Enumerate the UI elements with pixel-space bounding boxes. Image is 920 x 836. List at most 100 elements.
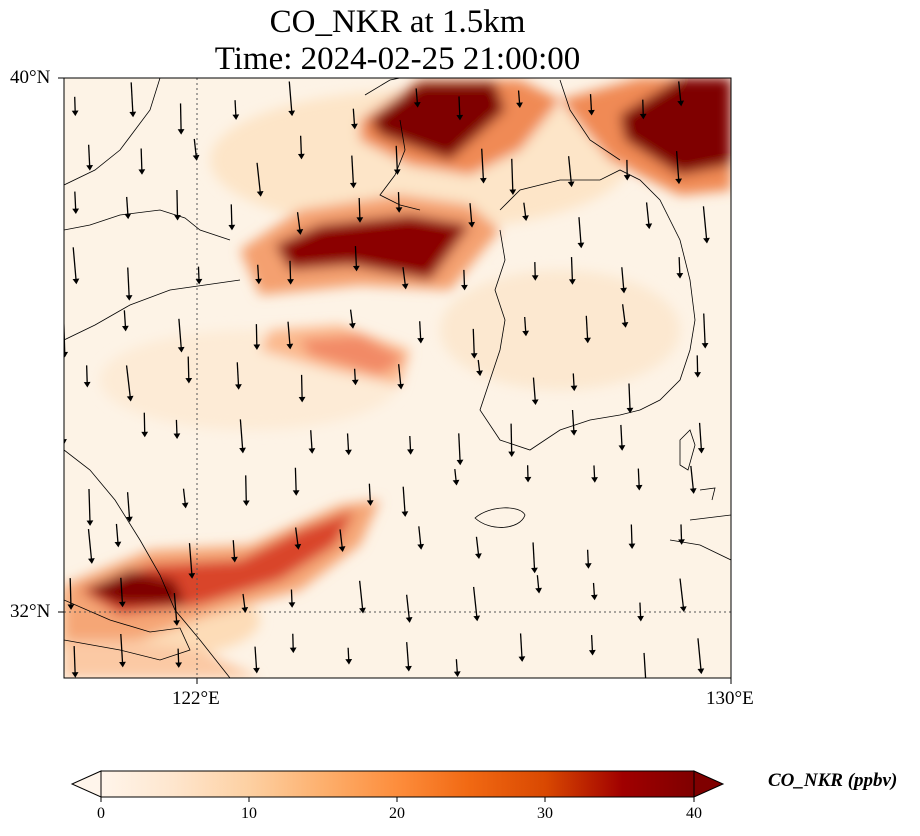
wind-arrow-shaft [570, 257, 574, 280]
wind-arrow-shaft [236, 362, 240, 385]
wind-arrow-shaft [358, 580, 364, 609]
wind-arrow-head [679, 606, 687, 613]
plume-bohai-core [275, 215, 470, 280]
wind-arrow-shaft [511, 158, 514, 191]
wind-arrow-head [253, 667, 260, 674]
wind-arrow-shaft [242, 593, 246, 609]
wind-arrow-shaft [463, 269, 466, 286]
wind-arrow-head [535, 587, 542, 594]
wind-arrow-head [413, 101, 421, 108]
wind-arrow-shaft [115, 523, 119, 543]
map-title: CO_NKR at 1.5km [269, 4, 526, 40]
wind-arrow-head [524, 476, 532, 483]
wind-arrow-head [591, 477, 598, 483]
wind-arrow-shaft [481, 148, 484, 179]
wind-arrow-shaft [678, 257, 681, 274]
wind-arrow-head [298, 396, 306, 403]
wind-arrow-shaft [346, 433, 350, 451]
wind-arrow-head [235, 384, 242, 390]
wind-arrow-shaft [536, 575, 540, 589]
coastline-shandong-south [64, 279, 241, 341]
wind-arrow-shaft [239, 419, 244, 449]
wind-arrow-head [453, 671, 461, 677]
wind-arrow-shaft [176, 190, 179, 216]
wind-arrow-head [407, 449, 414, 455]
wind-arrow-shaft [398, 364, 402, 385]
wind-arrow-shaft [477, 359, 481, 372]
wind-arrow-head [703, 237, 710, 244]
wind-arrow-head [452, 479, 460, 486]
wind-arrow-head [286, 343, 294, 350]
wind-arrow-head [352, 265, 360, 272]
wind-arrow-head [531, 275, 539, 281]
wind-arrow-shaft [296, 212, 301, 231]
wind-arrow-shaft [517, 90, 521, 104]
wind-arrow-shaft [294, 527, 299, 545]
wind-arrow-head [351, 123, 358, 130]
wind-arrow-shaft [294, 467, 297, 491]
wind-arrow-head [570, 429, 578, 436]
wind-arrow-head [639, 113, 647, 120]
wind-arrow-head [349, 182, 357, 189]
wind-arrow-head [697, 447, 705, 454]
wind-arrow-shaft [409, 435, 412, 450]
wind-arrow-head [645, 223, 653, 230]
wind-arrow-shaft [415, 88, 418, 103]
wind-arrow-head [71, 672, 79, 678]
coastline-liaodong-north [364, 78, 401, 96]
wind-arrow-head [366, 500, 374, 506]
wind-arrow-head [86, 520, 94, 526]
wind-arrow-head [181, 502, 189, 509]
wind-arrow-shaft [702, 206, 708, 239]
wind-arrow-shaft [395, 145, 398, 170]
colorbar [70, 770, 725, 802]
wind-arrow-shaft [454, 468, 457, 481]
wind-arrow-head [83, 381, 91, 388]
wind-arrow-shaft [628, 383, 631, 409]
wind-arrow-head [628, 543, 636, 550]
colorbar-tick-10: 10 [241, 805, 257, 822]
wind-arrow-head [522, 215, 529, 222]
wind-arrow-shaft [406, 642, 410, 667]
wind-arrow-shaft [178, 318, 182, 348]
wind-arrow-head [623, 174, 631, 181]
wind-arrow-shaft [179, 103, 182, 130]
wind-vectors [64, 81, 710, 678]
wind-arrow-shaft [127, 267, 130, 296]
wind-arrow-head [177, 346, 185, 353]
wind-arrow-shaft [458, 433, 461, 461]
wind-arrow-shaft [532, 377, 536, 401]
wind-arrow-shaft [690, 465, 694, 490]
wind-arrow-shaft [177, 648, 180, 663]
wind-arrow-head [126, 395, 134, 402]
wind-arrow-head [121, 325, 129, 332]
wind-arrow-head [689, 488, 697, 494]
wind-arrow-head [677, 100, 685, 107]
wind-arrow-shaft [299, 135, 303, 155]
wind-arrow-head [242, 500, 250, 506]
wind-arrow-shaft [405, 594, 410, 618]
coastline-liaodong-peninsula [379, 119, 421, 211]
wind-arrow-shaft [120, 633, 124, 663]
wind-arrow-head [175, 662, 183, 668]
wind-arrow-shaft [703, 313, 706, 344]
wind-arrow-head [126, 516, 133, 523]
wind-arrow-shaft [288, 81, 293, 112]
wind-arrow-head [188, 573, 196, 579]
wind-arrow-head [701, 342, 709, 349]
wind-arrow-head [72, 208, 80, 215]
wind-arrow-head [397, 383, 405, 390]
wind-arrow-head [338, 546, 346, 552]
wind-arrow-head [620, 287, 627, 294]
wind-arrow-shaft [290, 589, 293, 603]
coastline-tsushima [679, 429, 696, 471]
wind-arrow-shaft [352, 108, 356, 125]
wind-arrow-shaft [675, 151, 680, 180]
wind-arrow-head [676, 272, 684, 279]
wind-arrow-head [473, 615, 481, 622]
colorbar-tick-20: 20 [389, 805, 405, 822]
wind-arrow-head [292, 490, 300, 496]
wind-arrow-head [345, 658, 353, 665]
colorbar-tick-40: 40 [686, 805, 702, 822]
wind-arrow-head [567, 181, 575, 188]
